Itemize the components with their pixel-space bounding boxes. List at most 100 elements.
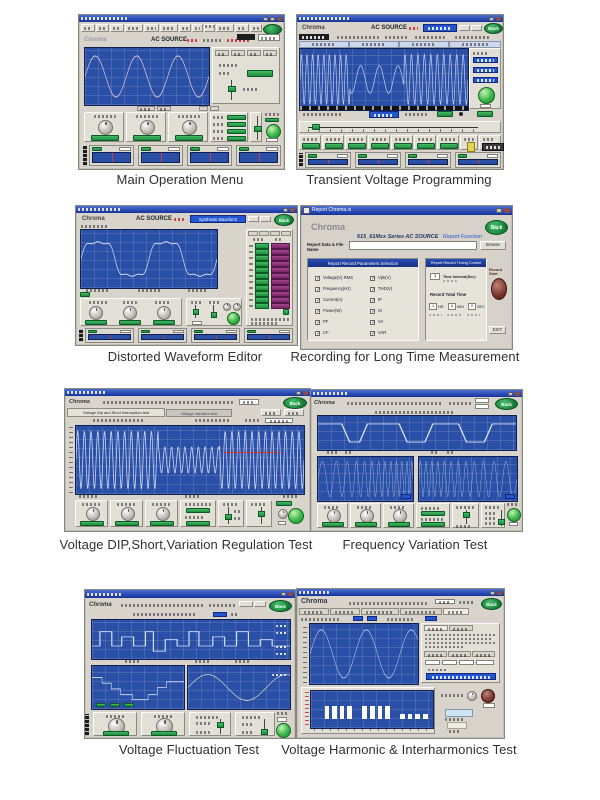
harmonic-phase-cell[interactable] bbox=[271, 242, 290, 249]
toolbar-button[interactable] bbox=[143, 24, 160, 32]
browse-button[interactable] bbox=[239, 601, 253, 607]
minimize-icon[interactable] bbox=[508, 391, 513, 396]
tab-chip[interactable] bbox=[281, 231, 291, 236]
minimize-icon[interactable] bbox=[281, 592, 286, 596]
checkbox-frequency[interactable] bbox=[315, 287, 320, 293]
range-select[interactable] bbox=[258, 34, 280, 41]
graph-tool-chip[interactable] bbox=[505, 494, 515, 499]
mode-chip[interactable] bbox=[277, 717, 287, 722]
close-icon[interactable] bbox=[290, 207, 295, 212]
freq-knob[interactable] bbox=[123, 306, 137, 320]
tab-chip[interactable] bbox=[270, 231, 280, 236]
tab-chip[interactable] bbox=[449, 625, 473, 631]
seconds-input[interactable]: 0 bbox=[468, 303, 476, 310]
hours-input[interactable]: 1 bbox=[429, 303, 437, 310]
harmonic-phase-cell[interactable] bbox=[271, 302, 290, 309]
dip-start-knob[interactable] bbox=[156, 507, 170, 521]
back-button[interactable]: Back bbox=[481, 598, 502, 610]
test-level-slider[interactable] bbox=[224, 507, 233, 524]
exit-all-button[interactable] bbox=[261, 409, 281, 416]
tab-chip[interactable] bbox=[259, 231, 269, 236]
checkbox-cf[interactable] bbox=[315, 331, 320, 337]
tab-chip-active[interactable] bbox=[424, 625, 448, 631]
checkbox-var[interactable] bbox=[370, 331, 375, 337]
close-icon[interactable] bbox=[504, 208, 510, 213]
file-name-input[interactable] bbox=[349, 241, 477, 250]
sub-tab-chip[interactable] bbox=[424, 651, 447, 657]
tab-chip[interactable] bbox=[247, 50, 261, 56]
output-on-button[interactable] bbox=[507, 508, 521, 522]
freq-knob[interactable] bbox=[121, 507, 135, 521]
tab-chip-active[interactable] bbox=[443, 608, 469, 615]
vac-knob[interactable] bbox=[86, 507, 100, 521]
harmonic-phase-cell[interactable] bbox=[271, 254, 290, 261]
back-button[interactable]: Back bbox=[274, 214, 294, 226]
harmonic-mag-cell[interactable] bbox=[254, 278, 270, 285]
select-knob[interactable] bbox=[223, 303, 231, 311]
tab-variation[interactable]: Voltage Variation test bbox=[166, 409, 232, 417]
toolbar-button[interactable] bbox=[81, 24, 95, 32]
output-on-button[interactable] bbox=[276, 723, 291, 738]
harmonic-mag-cell[interactable] bbox=[254, 260, 270, 267]
select-knob[interactable] bbox=[233, 303, 241, 311]
level-slider[interactable] bbox=[227, 80, 237, 100]
vac-knob[interactable] bbox=[89, 306, 103, 320]
vac-knob[interactable] bbox=[327, 509, 341, 523]
load-button[interactable] bbox=[459, 25, 470, 31]
maximize-icon[interactable] bbox=[270, 16, 275, 21]
harmonic-phase-cell[interactable] bbox=[271, 290, 290, 297]
variation-mode-slider[interactable] bbox=[462, 510, 471, 524]
toolbar-button[interactable] bbox=[249, 24, 263, 32]
current-knob[interactable] bbox=[182, 120, 197, 135]
toolbar-button[interactable] bbox=[179, 24, 191, 32]
apply-button[interactable] bbox=[227, 312, 240, 325]
toolbar-button[interactable] bbox=[110, 24, 124, 32]
tab-chip[interactable] bbox=[263, 50, 277, 56]
tab-chip[interactable] bbox=[361, 608, 399, 615]
harmonic-mag-cell[interactable] bbox=[254, 242, 270, 249]
interharmonic-knob[interactable] bbox=[467, 691, 477, 701]
tab-dip-short[interactable]: Voltage Dip and Short Interruption test bbox=[67, 408, 165, 417]
minimize-icon[interactable] bbox=[263, 16, 268, 21]
degree-knob[interactable] bbox=[157, 306, 171, 320]
checkbox-voltage-rms[interactable] bbox=[315, 276, 320, 282]
close-icon[interactable] bbox=[496, 16, 501, 21]
save-button[interactable] bbox=[248, 216, 259, 222]
back-button[interactable]: Back bbox=[495, 398, 518, 410]
checkbox-current[interactable] bbox=[315, 298, 320, 304]
output-mode-chip[interactable] bbox=[266, 138, 278, 142]
harmonic-phase-cell[interactable] bbox=[271, 272, 290, 279]
checkbox-thd[interactable] bbox=[370, 287, 375, 293]
harmonic-phase-cell[interactable] bbox=[271, 266, 290, 273]
record-start-button[interactable] bbox=[491, 278, 507, 300]
minimize-icon[interactable] bbox=[496, 208, 502, 213]
ok-chip[interactable] bbox=[192, 321, 202, 325]
tab-chip[interactable] bbox=[299, 608, 329, 615]
toolbar-button[interactable] bbox=[235, 24, 249, 32]
exit-chip[interactable] bbox=[483, 703, 495, 708]
harmonic-phase-cell[interactable] bbox=[271, 248, 290, 255]
mode-slider[interactable] bbox=[216, 719, 225, 734]
confirm-chip[interactable] bbox=[283, 309, 289, 315]
harmonic-phase-cell[interactable] bbox=[271, 296, 290, 303]
checkbox-is[interactable] bbox=[370, 309, 375, 315]
trigger-on-button[interactable] bbox=[478, 87, 495, 104]
close-icon[interactable] bbox=[303, 390, 308, 395]
open-button[interactable] bbox=[260, 216, 271, 222]
harmonic-mag-cell[interactable] bbox=[254, 254, 270, 261]
synthesis-waveform-button[interactable]: Synthesis Waveform bbox=[190, 215, 246, 223]
harmonic-phase-cell[interactable] bbox=[271, 260, 290, 267]
harmonic-mag-cell[interactable] bbox=[254, 290, 270, 297]
mode-tab[interactable] bbox=[157, 106, 171, 111]
voltage-knob[interactable] bbox=[98, 120, 113, 135]
test-level-slider[interactable] bbox=[497, 510, 506, 526]
graph-tool-chip[interactable] bbox=[401, 494, 411, 499]
checkbox-va[interactable] bbox=[370, 320, 375, 326]
freq-end-knob[interactable] bbox=[393, 509, 407, 523]
back-button[interactable]: Back bbox=[269, 600, 292, 612]
tab-chip[interactable] bbox=[400, 608, 442, 615]
wave-b-slider[interactable] bbox=[210, 305, 218, 318]
browse-button[interactable]: Browse bbox=[480, 241, 506, 250]
sequence-slider-thumb[interactable] bbox=[312, 124, 320, 130]
toolbar-button[interactable] bbox=[216, 24, 235, 32]
